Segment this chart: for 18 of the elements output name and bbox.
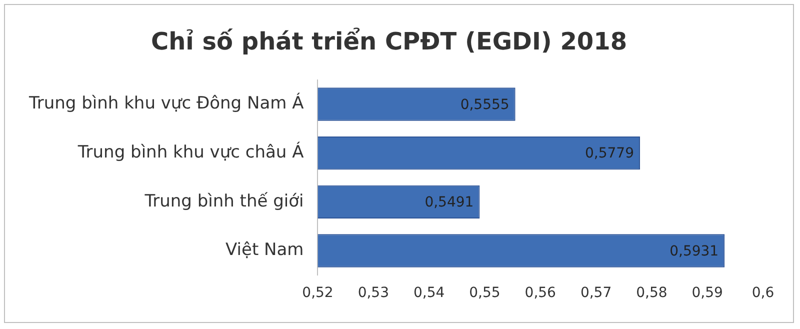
data-label: 0,5491: [424, 194, 474, 211]
x-tick-label: 0,55: [469, 285, 500, 302]
x-tick-label: 0,57: [580, 285, 612, 302]
x-tick-label: 0,52: [302, 285, 334, 302]
x-tick-label: 0,56: [524, 285, 556, 302]
x-tick-label: 0,59: [692, 285, 723, 302]
x-tick-label: 0,53: [358, 285, 389, 302]
x-tick-label: 0,54: [413, 285, 445, 302]
data-label: 0,5555: [460, 96, 510, 113]
x-tick-label: 0,58: [636, 285, 668, 302]
chart-title: Chỉ số phát triển CPĐT (EGDI) 2018: [150, 28, 628, 56]
y-tick-label: Trung bình khu vực châu Á: [76, 141, 304, 162]
y-tick-label: Việt Nam: [226, 240, 304, 260]
y-tick-label: Trung bình thế giới: [144, 191, 304, 212]
data-label: 0,5931: [670, 243, 719, 260]
data-label: 0,5779: [584, 146, 634, 162]
y-tick-label: Trung bình khu vực Đông Nam Á: [28, 92, 304, 114]
x-tick-label: 0,6: [752, 285, 774, 302]
